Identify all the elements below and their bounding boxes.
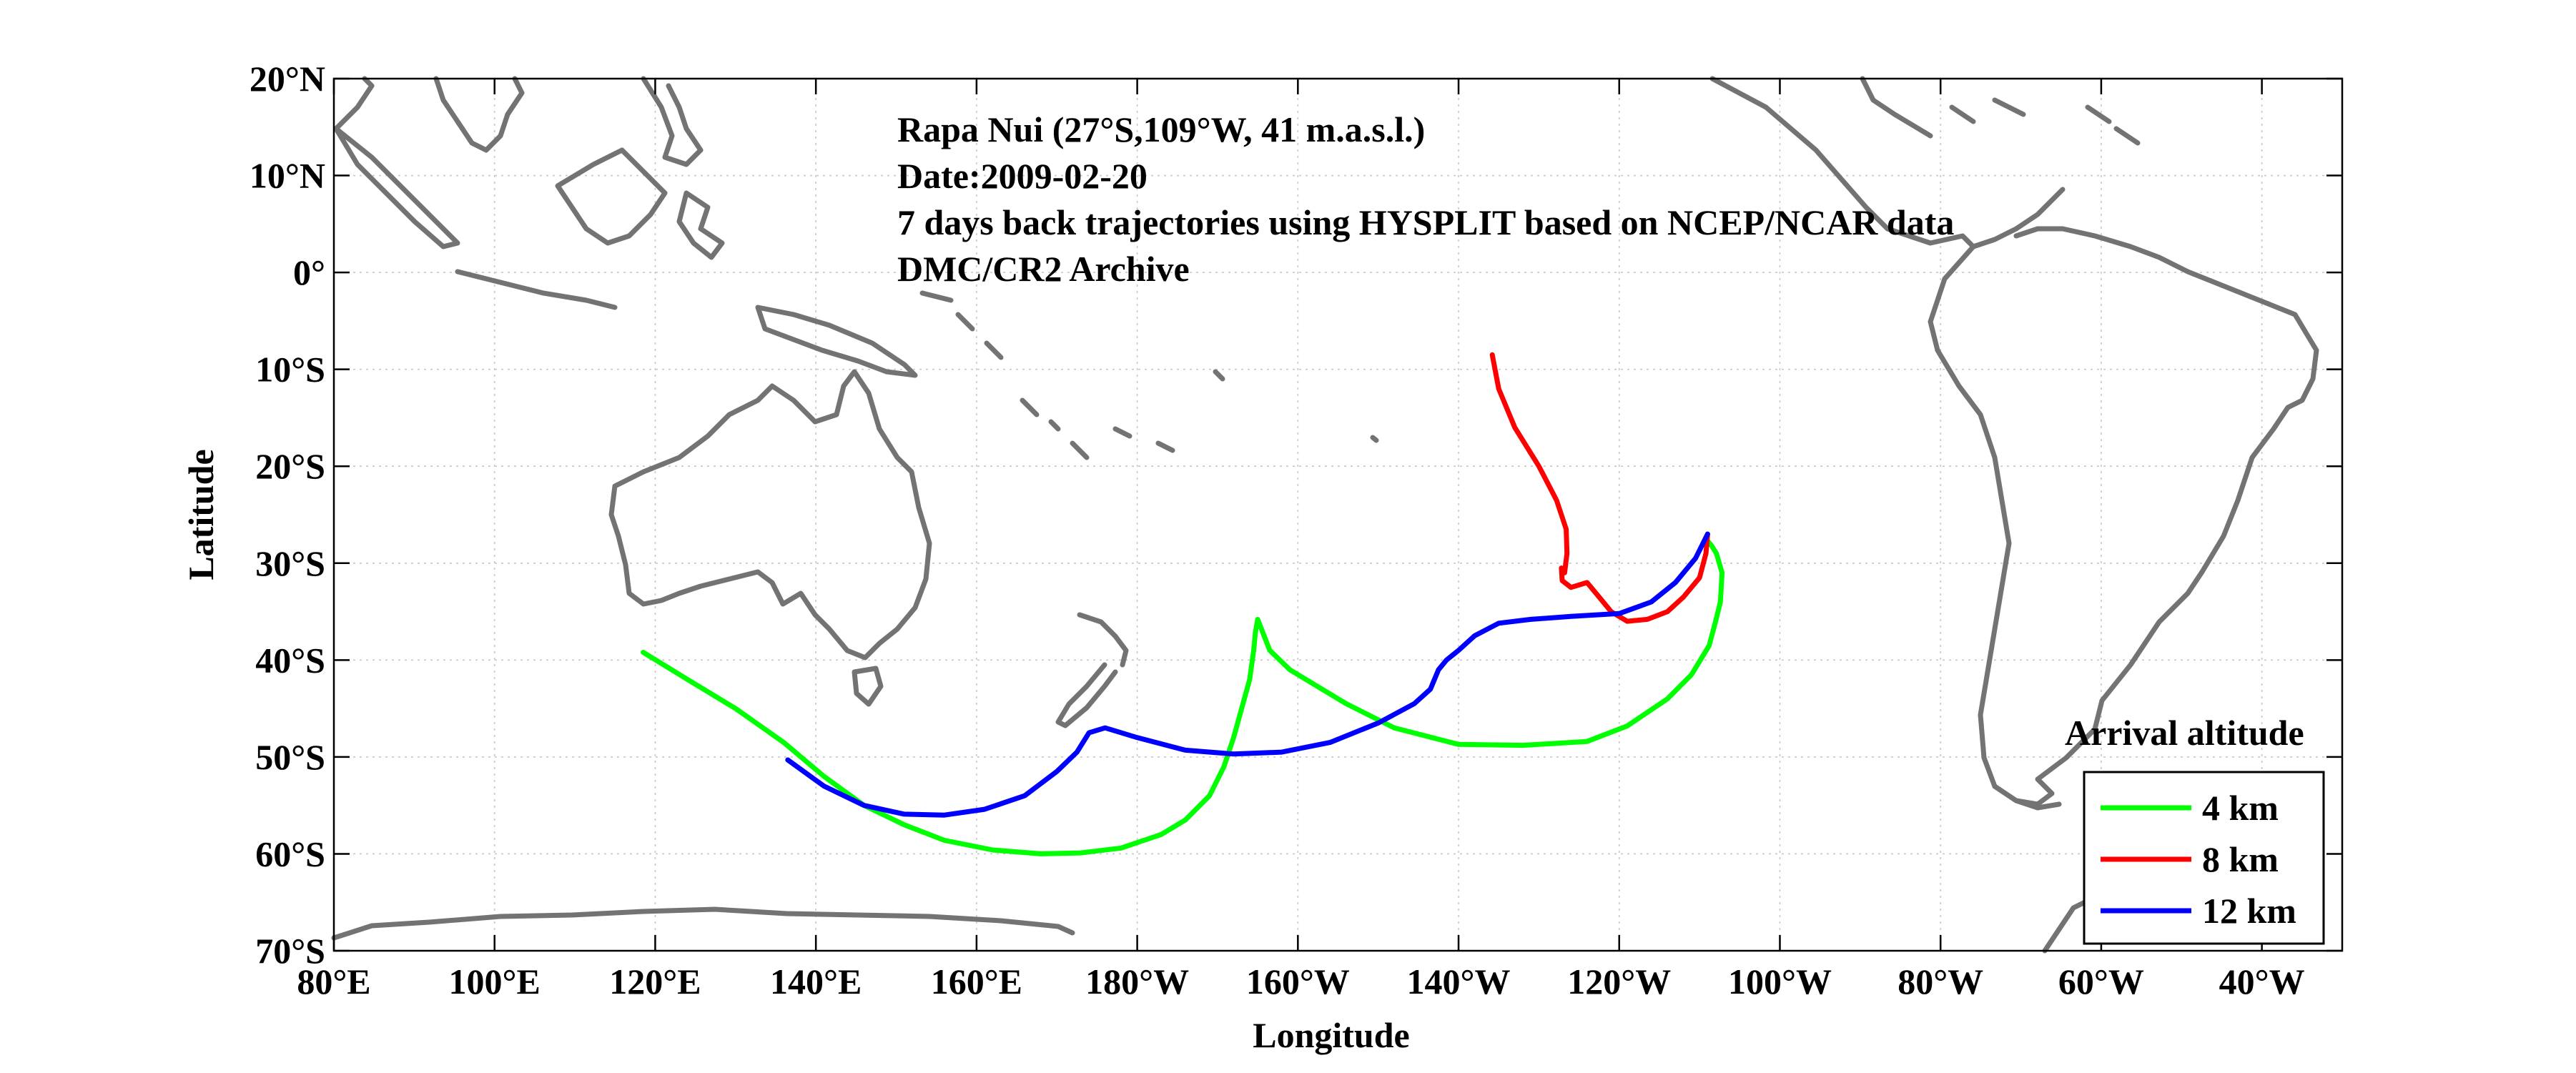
coastlines	[331, 76, 2319, 954]
x-tick-label: 100°W	[1728, 961, 1832, 1002]
coastline-sumatra-java	[333, 126, 618, 310]
coastline-tierra-del-fuego	[1992, 783, 2062, 811]
x-tick-label: 120°W	[1567, 961, 1671, 1002]
legend-label-4km: 4 km	[2202, 788, 2279, 828]
annotation-archive: DMC/CR2 Archive	[897, 249, 1190, 289]
trajectory-line-8km	[1489, 352, 1710, 624]
x-tick-labels: 80°E 100°E 120°E 140°E 160°E 180°W 160°W 140°W 1…	[297, 961, 2304, 1002]
y-tick-label: 0°	[293, 252, 325, 292]
y-tick-label: 50°S	[255, 737, 325, 777]
coastline-antarctica-west	[331, 906, 1075, 941]
coastline-indochina	[333, 76, 525, 153]
y-tick-label: 10°N	[250, 156, 325, 196]
x-tick-label: 140°W	[1407, 961, 1511, 1002]
trajectory-line-12km	[785, 531, 1710, 818]
plot-area: Rapa Nui (27°S,109°W, 41 m.a.s.l.) Date:…	[331, 76, 2344, 954]
grid-lines	[334, 79, 2342, 951]
y-tick-label: 60°S	[255, 834, 325, 874]
coastline-central-america	[1709, 76, 2066, 249]
y-tick-label: 40°S	[255, 640, 325, 680]
coastline-maritime-asia	[555, 76, 725, 260]
y-tick-label: 20°S	[255, 446, 325, 486]
coastline-new-zealand	[1055, 612, 1129, 728]
x-tick-label: 80°E	[297, 961, 370, 1002]
annotation-site: Rapa Nui (27°S,109°W, 41 m.a.s.l.)	[897, 109, 1425, 149]
axes-background	[334, 79, 2342, 951]
x-tick-label: 160°W	[1246, 961, 1350, 1002]
annotation-date: Date:2009-02-20	[897, 156, 1148, 196]
legend: Arrival altitude 4 km 8 km 12 km	[2065, 713, 2325, 945]
coastline-new-guinea	[755, 305, 918, 378]
trajectory-series	[641, 352, 1725, 856]
x-tick-label: 160°E	[931, 961, 1022, 1002]
y-tick-label: 30°S	[255, 543, 325, 583]
x-tick-label: 120°E	[609, 961, 701, 1002]
y-tick-label: 20°N	[250, 59, 325, 99]
coastline-caribbean	[1860, 76, 2141, 146]
legend-title: Arrival altitude	[2065, 713, 2304, 753]
x-tick-label: 100°E	[449, 961, 541, 1002]
legend-box	[2083, 771, 2325, 945]
axes-frame	[332, 77, 2344, 952]
y-axis-label: Latitude	[181, 449, 221, 580]
x-tick-label: 80°W	[1898, 961, 1983, 1002]
coastline-south-america	[1928, 226, 2319, 807]
coastline-australia	[608, 369, 932, 661]
x-tick-label: 60°W	[2058, 961, 2144, 1002]
y-tick-label: 70°S	[255, 931, 325, 971]
coastline-pacific-islands	[919, 290, 1379, 460]
x-axis-label: Longitude	[1253, 1015, 1410, 1055]
legend-label-12km: 12 km	[2202, 891, 2296, 931]
annotation-method: 7 days back trajectories using HYSPLIT b…	[897, 202, 1954, 242]
legend-label-8km: 8 km	[2202, 839, 2279, 879]
trajectory-line-4km	[641, 531, 1725, 856]
x-tick-label: 40°W	[2219, 961, 2305, 1002]
y-tick-label: 10°S	[255, 350, 325, 390]
x-tick-label: 180°W	[1085, 961, 1189, 1002]
annotation-block: Rapa Nui (27°S,109°W, 41 m.a.s.l.) Date:…	[897, 109, 1954, 289]
coastline-tasmania	[852, 666, 884, 707]
x-tick-label: 140°E	[770, 961, 862, 1002]
y-tick-labels: 20°N 10°N 0° 10°S 20°S 30°S 40°S 50°S 60°S 70°S	[250, 59, 325, 971]
